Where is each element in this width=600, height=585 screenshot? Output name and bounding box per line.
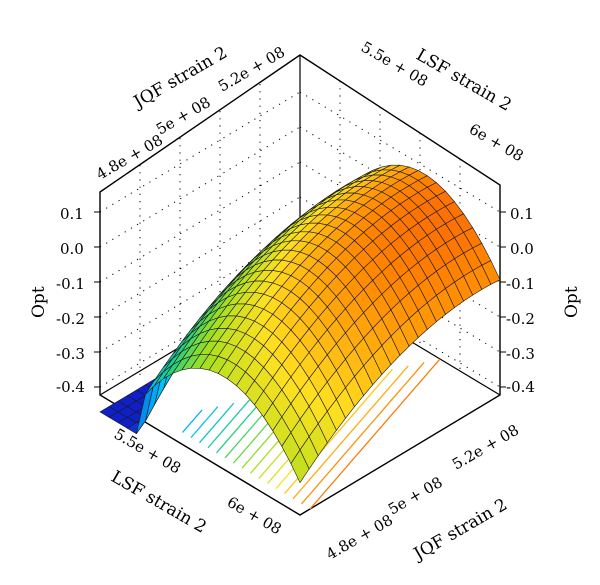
- lsf-tick-top-1: 6e + 08: [466, 120, 527, 165]
- jqf-tick-bottom-2: 5.2e + 08: [449, 421, 522, 474]
- z-tick-left-5: -0.4: [56, 378, 85, 396]
- surface-cell: [290, 449, 310, 484]
- contour-line: [292, 365, 409, 500]
- contour-line: [199, 402, 235, 444]
- z-tick-left-1: 0.0: [60, 240, 84, 258]
- z-tick-right-1: 0.0: [510, 240, 534, 258]
- jqf-axis-label-bottom: JQF strain 2: [409, 495, 511, 566]
- z-tick-right-4: -0.3: [506, 345, 535, 363]
- jqf-tick-top-0: 4.8e + 08: [93, 131, 166, 184]
- z-tick-right-5: -0.4: [506, 378, 535, 396]
- z-tick-left-3: -0.2: [56, 310, 85, 328]
- jqf-tick-bottom-1: 5e + 08: [385, 473, 446, 518]
- grid-line: [99, 126, 301, 248]
- axis-ticks: [94, 211, 506, 388]
- z-axis-label-left: Opt: [29, 286, 49, 318]
- lsf-axis-label-bottom: LSF strain 2: [108, 467, 210, 538]
- z-tick-left-0: 0.1: [60, 205, 84, 223]
- z-tick-left-4: -0.3: [56, 345, 85, 363]
- jqf-axis-label-top: JQF strain 2: [129, 43, 231, 114]
- z-tick-right-3: -0.2: [506, 310, 535, 328]
- contour-line: [190, 406, 219, 439]
- z-tick-left-2: -0.1: [56, 275, 85, 293]
- jqf-tick-bottom-0: 4.8e + 08: [323, 511, 396, 564]
- contour-line: [207, 399, 251, 449]
- z-tick-right-0: 0.1: [510, 205, 534, 223]
- contour-line: [182, 409, 203, 433]
- surface-mesh: [99, 164, 501, 484]
- z-axis-label-right: Opt: [562, 286, 582, 318]
- contour-line: [301, 361, 425, 505]
- z-tick-right-2: -0.1: [506, 275, 535, 293]
- jqf-tick-top-1: 5e + 08: [153, 93, 214, 138]
- contour-line: [309, 358, 441, 510]
